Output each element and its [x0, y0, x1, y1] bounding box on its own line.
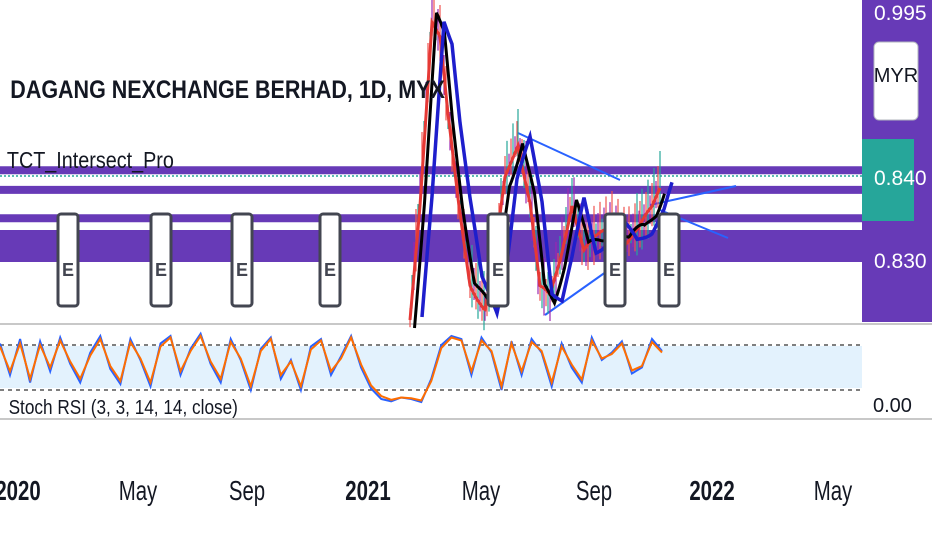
trendline-upper [517, 132, 621, 181]
current-price-tag [862, 139, 914, 221]
oscillator-label: Stoch RSI (3, 3, 14, 14, close) [9, 396, 238, 419]
earnings-marker [657, 212, 681, 308]
earnings-marker-label: E [609, 260, 621, 280]
x-axis-tick-label: May [119, 476, 158, 507]
x-axis-tick-label: May [814, 476, 853, 507]
earnings-marker-label: E [155, 260, 167, 280]
currency-label: MYR [874, 65, 918, 87]
earnings-marker [230, 212, 254, 308]
price-axis-label: 0.840 [874, 167, 927, 190]
earnings-marker [149, 212, 173, 308]
level-band [0, 230, 862, 262]
earnings-marker-label: E [324, 260, 336, 280]
chart-title: DAGANG NEXCHANGE BERHAD, 1D, MYX [10, 75, 445, 103]
x-axis-tick-label: 2021 [345, 476, 390, 507]
earnings-marker-label: E [62, 260, 74, 280]
earnings-marker [486, 212, 510, 308]
x-axis-tick-label: Sep [229, 476, 265, 507]
earnings-marker-label: E [492, 260, 504, 280]
currency-button[interactable] [873, 41, 919, 121]
earnings-marker [318, 212, 342, 308]
earnings-marker [56, 212, 80, 308]
x-axis-tick-label: 2020 [0, 476, 41, 507]
earnings-marker [603, 212, 627, 308]
x-axis-tick-label: May [462, 476, 501, 507]
oscillator-level-label: 0.00 [873, 395, 912, 417]
stoch-d-line [0, 333, 663, 402]
stoch-k-line [0, 331, 663, 404]
earnings-marker-label: E [663, 260, 675, 280]
indicator-label: TCT_Intersect_Pro [7, 148, 174, 174]
price-axis-label: 0.995 [874, 2, 927, 25]
earnings-marker-label: E [236, 260, 248, 280]
x-axis-tick-label: 2022 [689, 476, 734, 507]
x-axis-tick-label: Sep [576, 476, 612, 507]
price-axis-label: 0.830 [874, 250, 927, 273]
ma-slow-line [420, 21, 674, 320]
